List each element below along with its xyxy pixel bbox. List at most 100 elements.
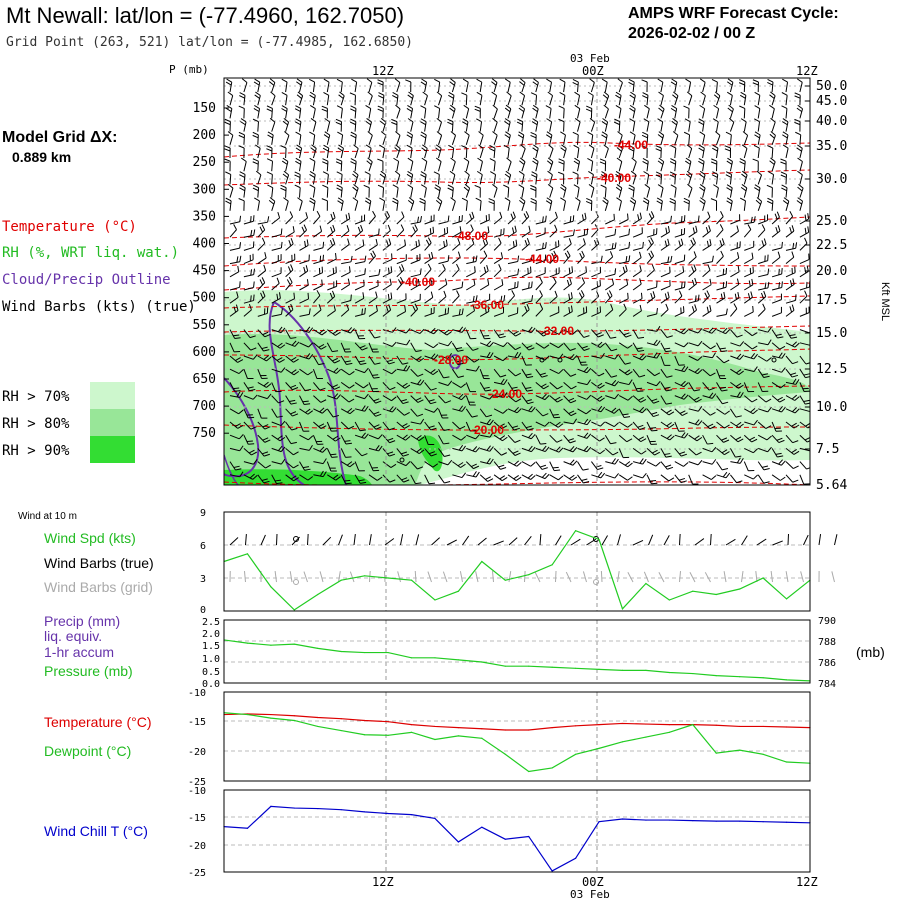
wind-barb — [382, 298, 392, 304]
wind-barb — [660, 108, 665, 119]
wind-barb — [507, 260, 518, 265]
wind-barb — [507, 474, 517, 481]
wind-barb-flag — [585, 409, 592, 415]
wind-barb-flag — [456, 263, 460, 270]
wind-barb-flag — [761, 373, 769, 376]
wind-barb-flag — [391, 121, 398, 126]
wind-barb — [799, 382, 805, 392]
wind-barb-flag — [461, 197, 468, 202]
wind-barb — [299, 95, 304, 106]
wind-barb — [743, 200, 746, 211]
wind-barb-flag — [436, 197, 443, 202]
wind-barb-flag — [741, 144, 748, 149]
wind-barb-flag — [309, 200, 315, 205]
wind-barb — [354, 161, 357, 172]
wind-barb-flag — [564, 252, 569, 259]
wind-barb — [771, 81, 774, 93]
wind-barb-flag — [293, 477, 299, 482]
wind-barb-flag — [782, 121, 788, 126]
wind-barb-flag — [622, 266, 626, 273]
wind-barb-flag — [686, 144, 692, 149]
wind-barb-flag — [627, 371, 633, 376]
wind-barb-flag — [546, 78, 552, 83]
wind-barb — [577, 329, 585, 338]
wind-barb-flag — [783, 197, 790, 202]
wind-speed-point — [340, 579, 342, 581]
wind-barb — [646, 255, 654, 264]
wind-barb-flag — [780, 384, 786, 389]
wind-barb-flag — [720, 293, 723, 300]
wind-barb — [660, 187, 664, 198]
wind-barb-flag — [377, 82, 384, 86]
wind-barb-flag — [599, 397, 605, 402]
wind-barb-flag — [447, 121, 454, 126]
wind-barb — [452, 447, 463, 452]
wind-barb-flag — [350, 158, 357, 162]
wind-barb-flag — [572, 215, 575, 222]
wind-barb-flag — [781, 281, 783, 288]
wind-barb-flag — [392, 92, 399, 96]
wind-barb — [507, 355, 518, 359]
dewpoint-point — [528, 770, 530, 773]
wind-barb-flag — [539, 372, 546, 376]
wind-barb-flag — [309, 131, 315, 136]
axis-tick-label: 788 — [818, 637, 836, 648]
wind-barb-flag — [283, 197, 289, 202]
wind-barb — [299, 229, 307, 238]
wind-barb — [521, 395, 529, 404]
wind-barb-flag — [740, 91, 747, 96]
wind-barb — [674, 244, 684, 251]
wind-barb — [493, 474, 503, 482]
wind-barb — [452, 395, 462, 401]
wind-barb-flag — [224, 148, 231, 152]
wind-barb — [493, 408, 504, 414]
wind-barb-flag — [253, 459, 258, 465]
wind-barb — [312, 369, 318, 379]
wind-barb — [354, 108, 357, 119]
temp-ticks: -10-15-20-25 — [188, 688, 206, 788]
wind-barb-flag — [335, 121, 342, 126]
wind-barb — [660, 161, 665, 172]
wind-barb-flag — [404, 305, 407, 312]
wind-barb — [535, 434, 541, 445]
wind-barb — [410, 187, 414, 198]
wind-barb-flag — [406, 365, 411, 372]
wind-barb — [744, 311, 754, 317]
wind-barb — [702, 395, 713, 399]
wind-barb-flag — [443, 240, 446, 248]
wind-barb-flag — [417, 216, 420, 223]
wind-barb — [632, 187, 635, 198]
wind-barb-flag — [603, 104, 609, 110]
wind-barb-flag — [642, 131, 648, 136]
wind-barb-flag — [266, 105, 273, 109]
wind-barb — [368, 355, 375, 365]
wind-barb-flag — [319, 470, 324, 477]
wind-barb — [424, 95, 428, 106]
wind-barb-flag — [352, 186, 358, 192]
wind-barb — [438, 82, 441, 93]
wind-barb-flag — [486, 414, 493, 418]
wind-barb — [327, 474, 337, 481]
wind-barb-flag — [721, 468, 729, 471]
wind-barb — [785, 121, 789, 132]
wind-barb-flag — [778, 459, 784, 465]
wind-barb-flag — [349, 121, 356, 126]
wind-barb-flag — [295, 157, 302, 162]
wind-barb — [229, 447, 240, 452]
wind-barb — [605, 247, 616, 251]
wind-barb-flag — [399, 276, 404, 283]
wind-barb-flag — [600, 184, 607, 189]
wind-barb-flag — [545, 200, 552, 205]
wind-barb-flag — [736, 480, 743, 484]
wind-barb-flag — [321, 279, 323, 286]
wind-barb-flag — [791, 225, 795, 232]
wind-barb-flag — [504, 118, 511, 123]
wind-barb — [326, 187, 329, 198]
wind-barb — [326, 421, 332, 432]
wind-barb-flag — [572, 229, 575, 236]
wind-barb-flag — [377, 79, 384, 83]
wind-barb-flag — [532, 81, 538, 86]
wind-barb-flag — [348, 266, 351, 273]
wind-barb — [785, 230, 795, 238]
wind-barb — [438, 395, 446, 404]
